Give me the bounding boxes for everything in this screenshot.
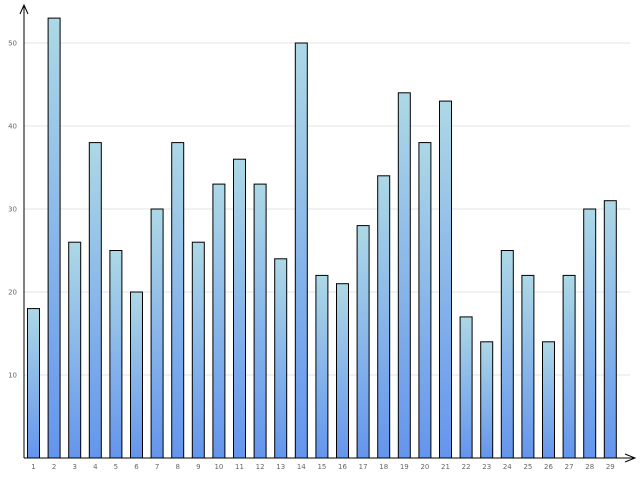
x-tick-label: 17: [359, 463, 368, 471]
x-tick-label: 14: [297, 463, 306, 471]
bar-16: [336, 283, 349, 459]
bar-15: [315, 274, 329, 459]
y-tick-label: 10: [8, 372, 17, 380]
axes: [19, 3, 637, 463]
bar-14: [294, 42, 308, 459]
x-tick-label: 2: [52, 463, 56, 471]
x-tick-label: 21: [441, 463, 450, 471]
bar-4: [88, 142, 102, 459]
bar-8: [171, 142, 185, 459]
x-tick-label: 9: [196, 463, 200, 471]
bar-22: [459, 316, 473, 459]
bar-1: [27, 308, 40, 459]
y-tick-label: 50: [8, 40, 17, 48]
x-tick-label: 12: [256, 463, 265, 471]
bar-28: [583, 208, 597, 459]
x-tick-label: 16: [338, 463, 347, 471]
x-tick-label: 10: [214, 463, 223, 471]
bar-27: [562, 274, 576, 459]
x-tick-label: 19: [400, 463, 409, 471]
x-tick-label: 4: [93, 463, 98, 471]
bar-23: [480, 341, 494, 459]
bar-7: [150, 208, 164, 459]
x-tick-label: 22: [462, 463, 471, 471]
x-tick-label: 18: [379, 463, 388, 471]
x-tick-label: 29: [606, 463, 615, 471]
bar-19: [397, 92, 411, 459]
x-tick-label: 8: [175, 463, 179, 471]
x-tick-labels: 1 2 3 4 5 6 7 8 9 10 11 12 13 14 15 16 17 18 19 20 21 22 23 24 2…: [31, 463, 614, 471]
bar-18: [377, 175, 391, 459]
bar-20: [418, 142, 432, 459]
bar-12: [253, 183, 267, 459]
x-tick-label: 7: [155, 463, 159, 471]
bar-24: [500, 250, 514, 459]
bar-10: [212, 183, 226, 459]
x-tick-label: 13: [276, 463, 285, 471]
bar-2: [47, 17, 61, 459]
x-tick-label: 5: [114, 463, 118, 471]
bar-9: [191, 241, 205, 459]
y-tick-label: 40: [8, 123, 17, 131]
bar-11: [233, 158, 246, 459]
x-tick-label: 15: [317, 463, 326, 471]
y-tick-label: 20: [8, 289, 17, 297]
bar-21: [439, 100, 452, 459]
bar-17: [356, 225, 370, 459]
x-tick-label: 23: [482, 463, 491, 471]
x-tick-label: 20: [420, 463, 429, 471]
x-tick-label: 24: [503, 463, 512, 471]
x-tick-label: 27: [565, 463, 574, 471]
bar-13: [274, 258, 288, 459]
bar-3: [68, 241, 82, 459]
x-axis-arrow-icon: [624, 453, 637, 463]
x-tick-label: 28: [585, 463, 594, 471]
x-tick-label: 6: [134, 463, 139, 471]
bar-26: [542, 341, 555, 459]
x-tick-label: 25: [523, 463, 532, 471]
x-tick-label: 11: [235, 463, 244, 471]
y-axis-arrow-icon: [19, 3, 29, 15]
y-tick-label: 30: [8, 206, 17, 214]
bars: [27, 17, 617, 459]
x-tick-label: 3: [72, 463, 76, 471]
bar-25: [521, 274, 535, 459]
x-tick-label: 26: [544, 463, 553, 471]
x-tick-label: 1: [31, 463, 35, 471]
bar-29: [603, 200, 617, 459]
bar-6: [130, 291, 143, 459]
bar-5: [109, 250, 123, 459]
y-tick-labels: 10 20 30 40 50: [8, 40, 17, 380]
